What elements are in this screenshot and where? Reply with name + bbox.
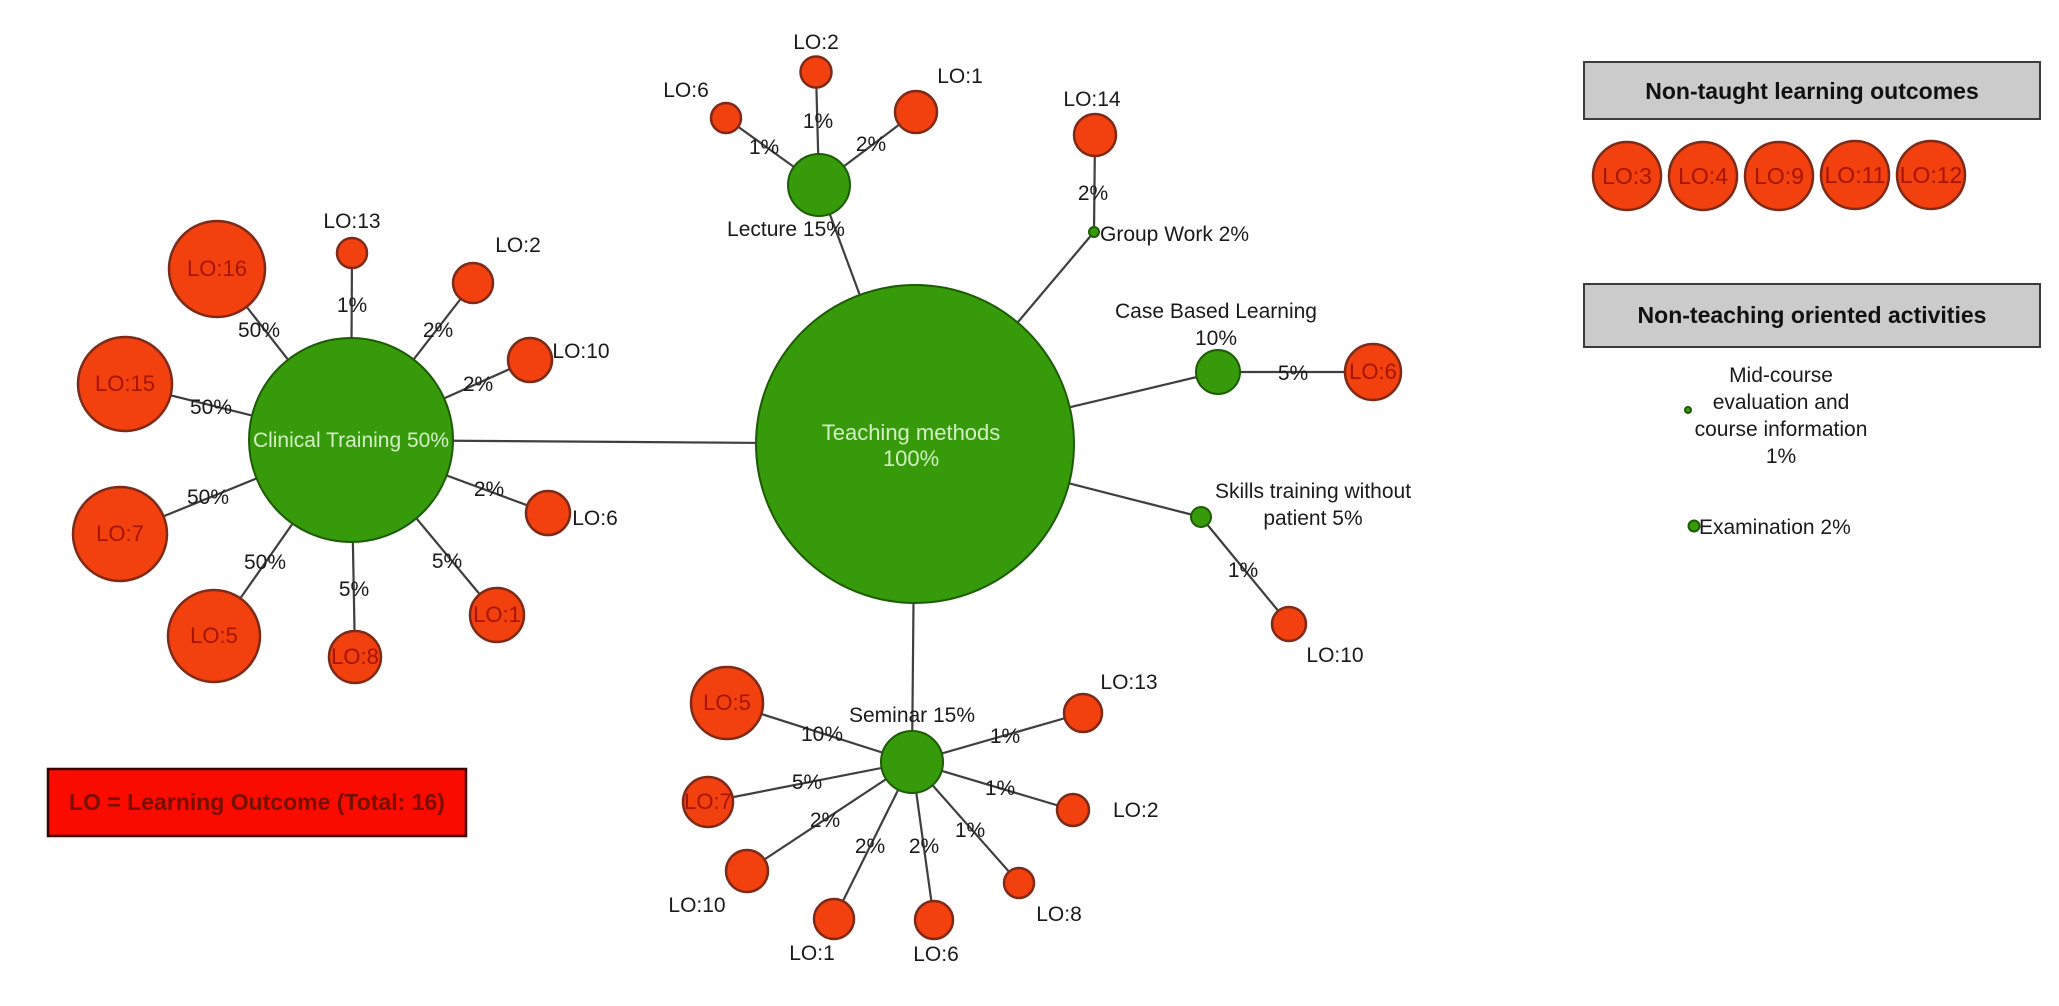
svg-text:2%: 2%: [856, 133, 886, 156]
svg-text:2%: 2%: [474, 478, 504, 501]
svg-text:LO:2: LO:2: [495, 234, 541, 257]
svg-text:LO:10: LO:10: [552, 340, 609, 363]
svg-text:2%: 2%: [423, 319, 453, 342]
svg-text:LO:2: LO:2: [1113, 799, 1159, 822]
svg-text:LO:8: LO:8: [1036, 903, 1082, 926]
svg-text:5%: 5%: [432, 550, 462, 573]
svg-text:LO:1: LO:1: [473, 602, 521, 627]
svg-text:LO:5: LO:5: [190, 623, 238, 648]
svg-text:1%: 1%: [990, 725, 1020, 748]
svg-text:LO:12: LO:12: [1900, 162, 1963, 188]
svg-text:5%: 5%: [1278, 362, 1308, 385]
svg-text:LO = Learning Outcome (Total:: LO = Learning Outcome (Total: 16): [69, 789, 445, 815]
svg-text:evaluation and: evaluation and: [1713, 391, 1850, 414]
svg-text:Non-taught learning outcomes: Non-taught learning outcomes: [1645, 78, 1979, 104]
svg-text:1%: 1%: [985, 777, 1015, 800]
svg-text:LO:6: LO:6: [663, 79, 709, 102]
svg-text:Group Work 2%: Group Work 2%: [1100, 223, 1249, 246]
svg-text:Skills training without: Skills training without: [1215, 480, 1411, 503]
svg-text:2%: 2%: [1078, 182, 1108, 205]
svg-text:Non-teaching oriented activiti: Non-teaching oriented activities: [1638, 302, 1987, 328]
svg-text:LO:4: LO:4: [1678, 163, 1728, 189]
svg-text:LO:6: LO:6: [913, 943, 959, 966]
svg-text:50%: 50%: [190, 396, 232, 419]
svg-text:Examination 2%: Examination 2%: [1699, 516, 1851, 539]
svg-text:1%: 1%: [749, 136, 779, 159]
svg-text:50%: 50%: [238, 319, 280, 342]
svg-text:2%: 2%: [463, 373, 493, 396]
svg-text:1%: 1%: [955, 819, 985, 842]
svg-text:LO:10: LO:10: [668, 894, 725, 917]
svg-text:50%: 50%: [187, 486, 229, 509]
svg-text:LO:9: LO:9: [1754, 163, 1804, 189]
svg-text:LO:7: LO:7: [684, 789, 732, 814]
svg-text:Teaching methods: Teaching methods: [822, 420, 1001, 445]
svg-text:LO:5: LO:5: [703, 690, 751, 715]
svg-text:LO:16: LO:16: [187, 256, 247, 281]
svg-text:100%: 100%: [883, 446, 939, 471]
svg-text:LO:1: LO:1: [937, 65, 983, 88]
svg-text:LO:7: LO:7: [96, 521, 144, 546]
svg-text:patient 5%: patient 5%: [1263, 507, 1362, 530]
svg-text:5%: 5%: [339, 578, 369, 601]
svg-text:LO:11: LO:11: [1825, 162, 1886, 188]
svg-text:5%: 5%: [792, 771, 822, 794]
svg-text:Lecture 15%: Lecture 15%: [727, 218, 845, 241]
svg-text:1%: 1%: [1228, 559, 1258, 582]
svg-text:LO:6: LO:6: [572, 507, 618, 530]
svg-text:1%: 1%: [803, 110, 833, 133]
svg-text:LO:3: LO:3: [1602, 163, 1652, 189]
svg-text:LO:13: LO:13: [323, 210, 380, 233]
svg-text:2%: 2%: [855, 835, 885, 858]
svg-text:Case Based Learning: Case Based Learning: [1115, 300, 1317, 323]
svg-text:10%: 10%: [1195, 327, 1237, 350]
svg-text:LO:1: LO:1: [789, 942, 835, 965]
svg-text:50%: 50%: [244, 551, 286, 574]
svg-text:Seminar 15%: Seminar 15%: [849, 704, 975, 727]
svg-text:1%: 1%: [337, 294, 367, 317]
svg-text:course information: course information: [1695, 418, 1868, 441]
svg-text:LO:6: LO:6: [1349, 359, 1397, 384]
svg-text:2%: 2%: [909, 835, 939, 858]
svg-text:Mid-course: Mid-course: [1729, 364, 1833, 387]
svg-text:LO:8: LO:8: [331, 644, 379, 669]
svg-text:LO:10: LO:10: [1306, 644, 1363, 667]
svg-text:LO:15: LO:15: [95, 371, 155, 396]
svg-text:Clinical Training 50%: Clinical Training 50%: [253, 429, 449, 452]
svg-text:LO:2: LO:2: [793, 31, 839, 54]
svg-text:2%: 2%: [810, 809, 840, 832]
svg-text:1%: 1%: [1766, 445, 1796, 468]
svg-text:LO:13: LO:13: [1100, 671, 1157, 694]
svg-text:10%: 10%: [801, 723, 843, 746]
svg-text:LO:14: LO:14: [1063, 88, 1121, 111]
